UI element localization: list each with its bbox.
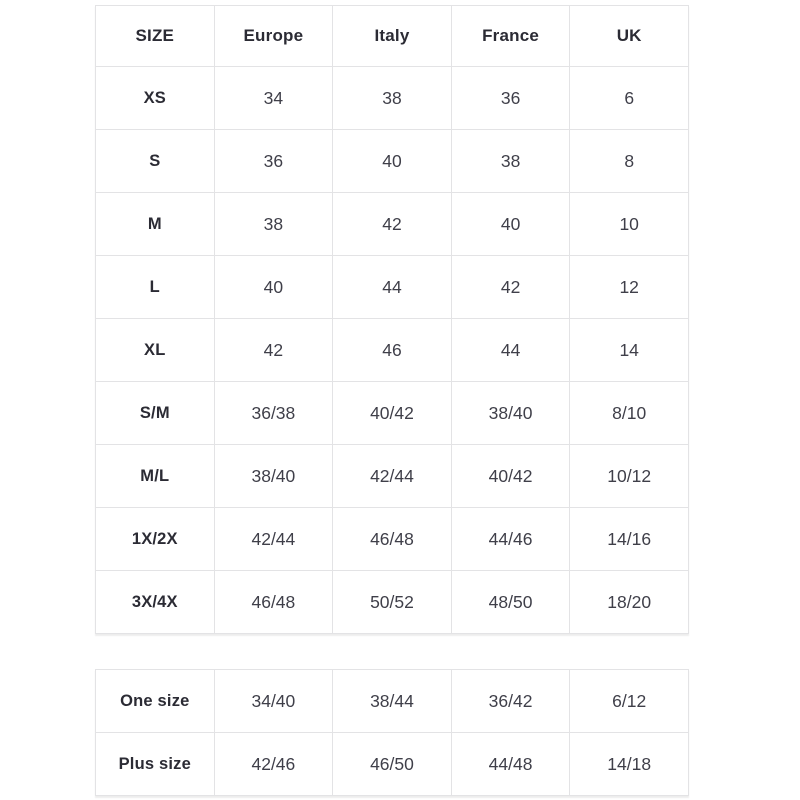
table-row-one-size: One size 34/40 38/44 36/42 6/12: [95, 669, 689, 733]
italy-value-cell: 42/44: [332, 444, 452, 508]
italy-value-cell: 38: [332, 66, 452, 130]
header-row: SIZE Europe Italy France UK: [95, 5, 689, 67]
size-label-cell: XL: [95, 318, 215, 382]
special-sizes-table: One size 34/40 38/44 36/42 6/12 Plus siz…: [95, 669, 689, 796]
size-label-cell: Plus size: [95, 732, 215, 796]
table-row-s: S 36 40 38 8: [95, 129, 689, 193]
table-row-plus-size: Plus size 42/46 46/50 44/48 14/18: [95, 732, 689, 796]
france-value-cell: 36: [450, 66, 571, 130]
italy-value-cell: 46/48: [332, 507, 452, 571]
france-value-cell: 40: [450, 192, 571, 256]
france-value-cell: 38/40: [450, 381, 571, 445]
tables-spacer: [95, 634, 689, 669]
uk-value-cell: 18/20: [569, 570, 689, 634]
italy-value-cell: 42: [332, 192, 452, 256]
uk-value-cell: 6: [569, 66, 689, 130]
europe-value-cell: 38/40: [213, 444, 334, 508]
uk-value-cell: 6/12: [569, 669, 689, 733]
table-row-m: M 38 42 40 10: [95, 192, 689, 256]
size-label-cell: XS: [95, 66, 215, 130]
europe-value-cell: 40: [213, 255, 334, 319]
size-label-cell: 1X/2X: [95, 507, 215, 571]
size-label-cell: S/M: [95, 381, 215, 445]
europe-value-cell: 46/48: [213, 570, 334, 634]
italy-value-cell: 38/44: [332, 669, 452, 733]
france-value-cell: 42: [450, 255, 571, 319]
europe-value-cell: 34/40: [213, 669, 334, 733]
france-value-cell: 44/46: [450, 507, 571, 571]
france-value-cell: 40/42: [450, 444, 571, 508]
uk-value-cell: 10: [569, 192, 689, 256]
europe-value-cell: 34: [213, 66, 334, 130]
uk-value-cell: 10/12: [569, 444, 689, 508]
europe-value-cell: 42/46: [213, 732, 334, 796]
size-label-cell: One size: [95, 669, 215, 733]
france-value-cell: 36/42: [450, 669, 571, 733]
france-value-cell: 38: [450, 129, 571, 193]
table-row-1x-2x: 1X/2X 42/44 46/48 44/46 14/16: [95, 507, 689, 571]
size-label-cell: M: [95, 192, 215, 256]
uk-value-cell: 14/18: [569, 732, 689, 796]
size-conversion-table: SIZE Europe Italy France UK XS 34 38 36 …: [95, 5, 689, 634]
italy-value-cell: 40: [332, 129, 452, 193]
europe-value-cell: 42/44: [213, 507, 334, 571]
europe-value-cell: 36/38: [213, 381, 334, 445]
italy-value-cell: 40/42: [332, 381, 452, 445]
table-row-3x-4x: 3X/4X 46/48 50/52 48/50 18/20: [95, 570, 689, 634]
table-row-xs: XS 34 38 36 6: [95, 66, 689, 130]
size-label-cell: 3X/4X: [95, 570, 215, 634]
table-row-s-m: S/M 36/38 40/42 38/40 8/10: [95, 381, 689, 445]
italy-value-cell: 46: [332, 318, 452, 382]
column-header-europe: Europe: [213, 5, 334, 67]
france-value-cell: 44: [450, 318, 571, 382]
uk-value-cell: 14: [569, 318, 689, 382]
size-guide: SIZE Europe Italy France UK XS 34 38 36 …: [95, 5, 689, 796]
italy-value-cell: 44: [332, 255, 452, 319]
table-row-m-l: M/L 38/40 42/44 40/42 10/12: [95, 444, 689, 508]
italy-value-cell: 46/50: [332, 732, 452, 796]
table-row-l: L 40 44 42 12: [95, 255, 689, 319]
france-value-cell: 48/50: [450, 570, 571, 634]
column-header-france: France: [450, 5, 571, 67]
column-header-size: SIZE: [95, 5, 215, 67]
uk-value-cell: 12: [569, 255, 689, 319]
europe-value-cell: 38: [213, 192, 334, 256]
column-header-italy: Italy: [332, 5, 452, 67]
size-label-cell: L: [95, 255, 215, 319]
table-row-xl: XL 42 46 44 14: [95, 318, 689, 382]
uk-value-cell: 14/16: [569, 507, 689, 571]
uk-value-cell: 8/10: [569, 381, 689, 445]
europe-value-cell: 42: [213, 318, 334, 382]
size-label-cell: S: [95, 129, 215, 193]
france-value-cell: 44/48: [450, 732, 571, 796]
italy-value-cell: 50/52: [332, 570, 452, 634]
europe-value-cell: 36: [213, 129, 334, 193]
uk-value-cell: 8: [569, 129, 689, 193]
size-label-cell: M/L: [95, 444, 215, 508]
column-header-uk: UK: [569, 5, 689, 67]
